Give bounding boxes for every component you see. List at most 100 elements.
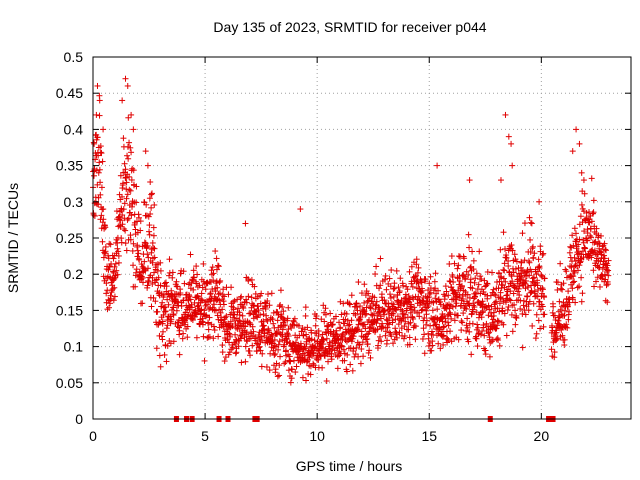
data-point: [348, 338, 355, 345]
data-point: [249, 342, 256, 349]
data-point: [582, 245, 589, 252]
data-point: [473, 309, 480, 316]
data-point: [301, 352, 308, 359]
data-point: [404, 286, 411, 293]
data-point: [466, 177, 473, 184]
data-point: [421, 350, 428, 357]
data-point: [496, 270, 503, 277]
data-point: [529, 245, 536, 252]
data-point: [573, 126, 580, 133]
data-point: [123, 179, 130, 186]
data-point: [390, 310, 397, 317]
data-point: [180, 330, 187, 337]
data-point: [105, 266, 112, 273]
data-point: [264, 298, 271, 305]
data-point: [235, 336, 242, 343]
data-point: [426, 280, 433, 287]
data-point: [163, 358, 170, 365]
data-point: [106, 240, 113, 247]
data-point: [168, 287, 175, 294]
data-point: [533, 330, 540, 337]
data-point: [235, 305, 242, 312]
data-point: [111, 276, 118, 283]
data-point: [436, 324, 443, 331]
data-point: [598, 248, 605, 255]
data-point: [228, 284, 235, 291]
data-point: [529, 322, 536, 329]
data-point: [446, 260, 453, 267]
data-point: [434, 306, 441, 313]
data-point: [456, 291, 463, 298]
data-point: [93, 111, 100, 118]
data-point: [588, 254, 595, 261]
data-point: [124, 191, 131, 198]
data-point: [471, 304, 478, 311]
data-point: [145, 277, 152, 284]
data-point: [214, 284, 221, 291]
data-point: [234, 296, 241, 303]
data-point: [106, 304, 113, 311]
data-point: [372, 306, 379, 313]
data-point: [205, 320, 212, 327]
data-point: [601, 252, 608, 259]
y-tick-label: 0.3: [64, 194, 84, 210]
data-point: [110, 268, 117, 275]
data-point: [491, 291, 498, 298]
data-point: [119, 97, 126, 104]
data-point: [310, 360, 317, 367]
data-point: [566, 299, 573, 306]
data-point: [393, 267, 400, 274]
data-point: [378, 323, 385, 330]
data-point: [259, 337, 266, 344]
data-point: [365, 290, 372, 297]
data-point: [275, 324, 282, 331]
data-point: [482, 351, 489, 358]
data-point: [261, 330, 268, 337]
data-point: [295, 351, 302, 358]
data-point: [264, 291, 271, 298]
data-point: [163, 325, 170, 332]
data-point: [126, 173, 133, 180]
data-point: [346, 300, 353, 307]
data-point: [401, 332, 408, 339]
data-point: [217, 277, 224, 284]
data-point: [123, 186, 130, 193]
data-point: [574, 284, 581, 291]
x-tick-label: 5: [201, 428, 209, 444]
data-point: [445, 319, 452, 326]
data-point: [424, 304, 431, 311]
data-point: [434, 162, 441, 169]
data-point: [150, 224, 157, 231]
data-point: [505, 262, 512, 269]
data-point: [170, 304, 177, 311]
data-point: [299, 374, 306, 381]
data-point: [522, 311, 529, 318]
data-point: [587, 225, 594, 232]
y-tick-label: 0.45: [56, 85, 83, 101]
data-point: [384, 337, 391, 344]
data-point: [270, 320, 277, 327]
data-point: [100, 216, 107, 223]
data-point: [128, 111, 135, 118]
data-point: [413, 261, 420, 268]
data-point: [94, 181, 101, 188]
data-point: [508, 140, 515, 147]
data-point: [509, 328, 516, 335]
data-point: [449, 303, 456, 310]
data-point: [559, 332, 566, 339]
data-point: [302, 345, 309, 352]
data-point: [519, 230, 526, 237]
data-point: [423, 297, 430, 304]
data-point: [597, 232, 604, 239]
data-point: [119, 193, 126, 200]
data-point: [209, 264, 216, 271]
data-point: [390, 285, 397, 292]
data-point: [407, 309, 414, 316]
x-tick-label: 0: [89, 428, 97, 444]
data-point: [272, 350, 279, 357]
data-point: [134, 242, 141, 249]
data-point: [208, 267, 215, 274]
data-point: [329, 346, 336, 353]
data-point: [325, 358, 332, 365]
